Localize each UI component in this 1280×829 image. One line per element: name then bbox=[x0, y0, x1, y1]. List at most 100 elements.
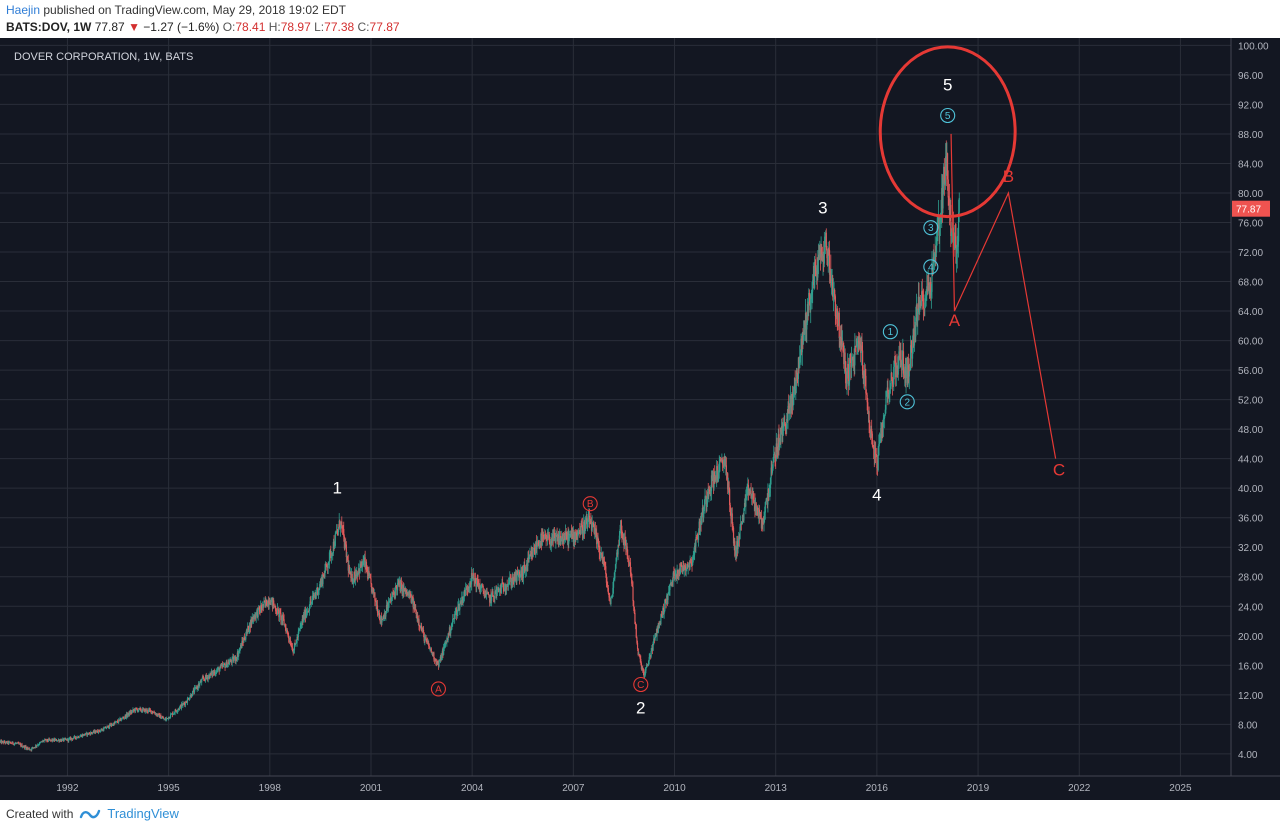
candle-body bbox=[673, 573, 676, 576]
candle-body bbox=[776, 443, 778, 453]
candle-body bbox=[549, 541, 551, 546]
y-tick-label: 32.00 bbox=[1238, 543, 1263, 554]
candle-body bbox=[251, 617, 253, 623]
candle-body bbox=[472, 573, 475, 577]
y-tick-label: 96.00 bbox=[1238, 71, 1263, 82]
author-link[interactable]: Haejin bbox=[6, 3, 41, 17]
candle-body bbox=[733, 541, 735, 544]
candle-body bbox=[83, 734, 85, 736]
projection-path bbox=[950, 133, 1057, 459]
candle-body bbox=[147, 711, 149, 713]
candle-body bbox=[27, 747, 29, 749]
candle-body bbox=[63, 738, 65, 741]
candle-body bbox=[318, 588, 320, 591]
candle-body bbox=[840, 337, 842, 346]
candle-body bbox=[796, 370, 798, 374]
candle-body bbox=[530, 551, 532, 557]
candle-body bbox=[418, 619, 420, 626]
candle-body bbox=[29, 749, 31, 751]
grid-lines bbox=[0, 38, 1231, 776]
candle-body bbox=[804, 327, 806, 335]
candle-body bbox=[561, 536, 563, 542]
candle-body bbox=[873, 445, 875, 449]
candle-body bbox=[675, 574, 678, 578]
candle-body bbox=[656, 628, 658, 637]
candle-body bbox=[25, 747, 28, 750]
candle-body bbox=[103, 727, 105, 731]
candle-body bbox=[885, 391, 887, 410]
candle-body bbox=[799, 351, 801, 358]
candle-body bbox=[909, 369, 911, 371]
candle-body bbox=[153, 712, 155, 714]
candle-body bbox=[830, 270, 832, 286]
candle-body bbox=[154, 713, 156, 715]
candle-body bbox=[619, 529, 621, 536]
candle-body bbox=[539, 541, 541, 547]
candle-body bbox=[230, 661, 233, 663]
candle-body bbox=[560, 538, 562, 545]
candle-body bbox=[395, 585, 397, 596]
candle-body bbox=[216, 670, 218, 671]
candle-body bbox=[239, 648, 241, 650]
candle-body bbox=[878, 444, 880, 455]
candle-body bbox=[760, 514, 762, 518]
candle-body bbox=[283, 619, 285, 626]
candle-body bbox=[446, 638, 449, 641]
candle-body bbox=[379, 618, 381, 622]
candle-body bbox=[434, 659, 436, 661]
candle-body bbox=[735, 550, 737, 555]
candle-body bbox=[821, 247, 823, 254]
circled-wave-marker bbox=[923, 259, 939, 275]
candle-body bbox=[934, 253, 936, 261]
candle-body bbox=[430, 648, 432, 650]
circled-wave-marker bbox=[940, 107, 956, 124]
candle-body bbox=[424, 637, 426, 642]
close-label: C: bbox=[357, 20, 370, 34]
candle-body bbox=[168, 717, 170, 719]
candle-body bbox=[489, 594, 491, 603]
candle-body bbox=[180, 705, 182, 709]
candle-body bbox=[546, 535, 548, 541]
candle-body bbox=[777, 452, 779, 454]
candle-body bbox=[112, 723, 114, 726]
tradingview-link[interactable]: TradingView bbox=[107, 806, 179, 821]
candle-body bbox=[385, 612, 387, 617]
candle-body bbox=[749, 490, 752, 492]
candle-body bbox=[699, 521, 701, 531]
candle-body bbox=[458, 603, 460, 610]
candle-body bbox=[564, 531, 567, 540]
candle-body bbox=[169, 714, 172, 718]
candle-body bbox=[301, 619, 303, 625]
candle-body bbox=[941, 188, 943, 217]
candle-body bbox=[939, 218, 941, 236]
candle-body bbox=[381, 619, 383, 623]
candle-body bbox=[260, 605, 262, 609]
candle-body bbox=[7, 741, 10, 744]
candle-body bbox=[175, 711, 178, 712]
candle-body bbox=[43, 740, 45, 742]
candle-body bbox=[572, 533, 574, 539]
candle-body bbox=[902, 351, 905, 374]
candle-body bbox=[20, 744, 22, 747]
candle-body bbox=[819, 249, 822, 258]
candle-body bbox=[642, 667, 644, 670]
candle-body bbox=[850, 360, 852, 367]
candle-body bbox=[742, 514, 744, 523]
down-arrow-icon: ▼ bbox=[128, 20, 140, 34]
candle-body bbox=[625, 546, 628, 550]
candle-body bbox=[26, 747, 28, 750]
candle-body bbox=[177, 710, 179, 712]
candle-body bbox=[227, 662, 229, 665]
candle-body bbox=[660, 614, 662, 625]
candle-body bbox=[209, 672, 211, 679]
candle-body bbox=[690, 562, 692, 565]
candle-body bbox=[932, 264, 934, 274]
candle-body bbox=[617, 545, 619, 555]
candle-body bbox=[782, 423, 785, 428]
candle-body bbox=[406, 592, 408, 595]
candle-body bbox=[544, 534, 546, 540]
candle-body bbox=[568, 534, 571, 536]
candle-body bbox=[644, 670, 646, 675]
candle-body bbox=[931, 264, 933, 292]
